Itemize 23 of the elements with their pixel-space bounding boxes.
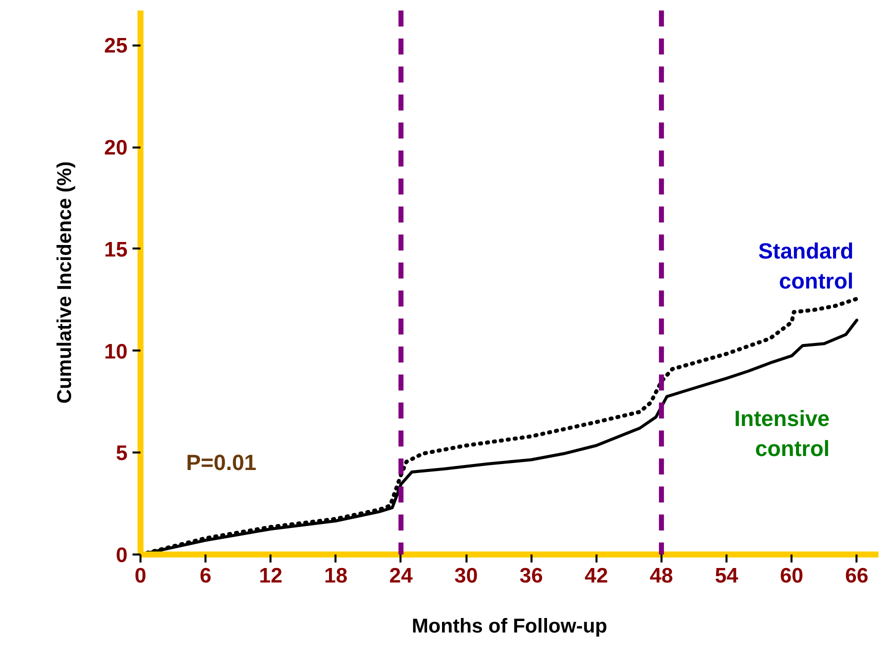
y-tick-label: 15 — [104, 238, 128, 262]
y-axis-title: Cumulative Incidence (%) — [54, 161, 76, 404]
x-tick-label: 48 — [650, 564, 674, 588]
y-tick-label: 20 — [104, 136, 128, 160]
series-label: Intensive control — [734, 406, 830, 461]
y-tick-label: 5 — [116, 442, 128, 466]
x-axis-title: Months of Follow-up — [412, 616, 608, 638]
x-tick-label: 6 — [200, 564, 212, 588]
x-tick-label: 60 — [780, 564, 804, 588]
x-tick-label: 54 — [714, 564, 739, 588]
y-tick-label: 0 — [116, 544, 128, 567]
y-tick-label: 25 — [104, 34, 128, 58]
x-tick-label: 42 — [584, 564, 608, 588]
series-label: Standard control — [758, 238, 854, 294]
x-tick-label: 30 — [454, 564, 478, 588]
annotation: P=0.01 — [186, 450, 256, 476]
x-tick-label: 24 — [389, 564, 413, 588]
x-tick-label: 66 — [845, 564, 868, 588]
y-tick-label: 10 — [104, 340, 128, 364]
x-tick-label: 12 — [259, 564, 282, 588]
x-tick-label: 18 — [324, 564, 348, 588]
x-tick-label: 36 — [520, 564, 543, 588]
x-tick-label: 0 — [134, 564, 146, 588]
